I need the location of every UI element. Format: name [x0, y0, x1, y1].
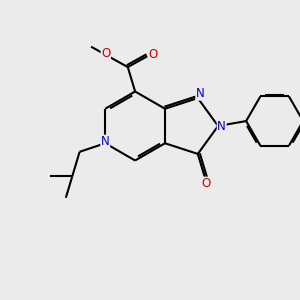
Text: O: O [101, 47, 110, 60]
Text: N: N [217, 120, 226, 133]
Text: O: O [201, 177, 210, 190]
Text: O: O [148, 48, 158, 62]
Text: N: N [196, 87, 205, 100]
Text: N: N [101, 135, 110, 148]
